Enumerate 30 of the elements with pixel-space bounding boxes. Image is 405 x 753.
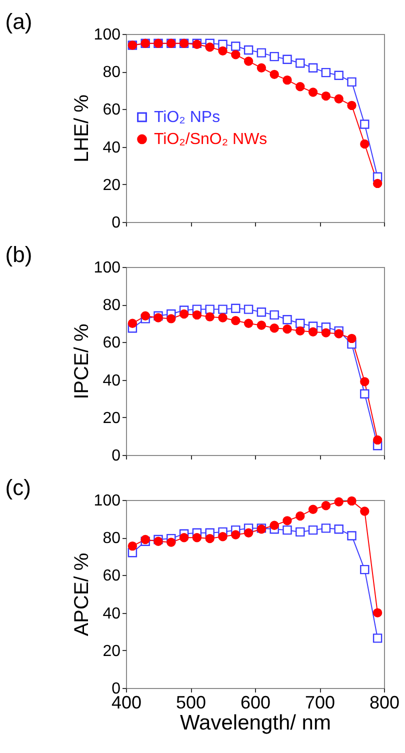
legend-label: TiO₂ NPs xyxy=(154,109,220,126)
x-tick-label: 600 xyxy=(240,692,271,712)
chart-title: (b) xyxy=(5,242,32,267)
y-axis-title: LHE/ % xyxy=(70,94,93,162)
y-tick-label: 80 xyxy=(102,64,121,82)
y-tick-label: 20 xyxy=(102,642,121,660)
chart-title: (c) xyxy=(5,475,31,500)
y-tick-label: 40 xyxy=(102,139,121,156)
y-tick-label: 80 xyxy=(102,297,121,314)
x-axis-title: Wavelength/ nm xyxy=(180,712,331,734)
y-axis-title: APCE/ % xyxy=(70,552,93,636)
chart-title: (a) xyxy=(5,9,32,34)
y-tick-label: 40 xyxy=(102,372,121,390)
y-tick-label: 0 xyxy=(112,448,121,464)
y-tick-label: 20 xyxy=(102,176,121,194)
y-tick-label: 80 xyxy=(102,530,121,548)
y-tick-label: 60 xyxy=(102,568,121,585)
y-tick-label: 100 xyxy=(94,492,121,510)
y-tick-label: 60 xyxy=(102,102,121,119)
y-tick-label: 40 xyxy=(102,605,121,622)
legend-label: TiO₂/SnO₂ NWs xyxy=(154,131,268,148)
y-tick-label: 60 xyxy=(102,334,121,352)
y-tick-label: 20 xyxy=(102,410,121,427)
y-tick-label: 100 xyxy=(94,26,121,44)
x-tick-label: 700 xyxy=(304,692,336,712)
y-axis-title: IPCE/ % xyxy=(70,323,93,400)
y-tick-label: 0 xyxy=(112,214,121,232)
x-tick-label: 800 xyxy=(369,692,400,712)
y-tick-label: 100 xyxy=(94,260,121,276)
x-tick-label: 500 xyxy=(176,692,206,712)
